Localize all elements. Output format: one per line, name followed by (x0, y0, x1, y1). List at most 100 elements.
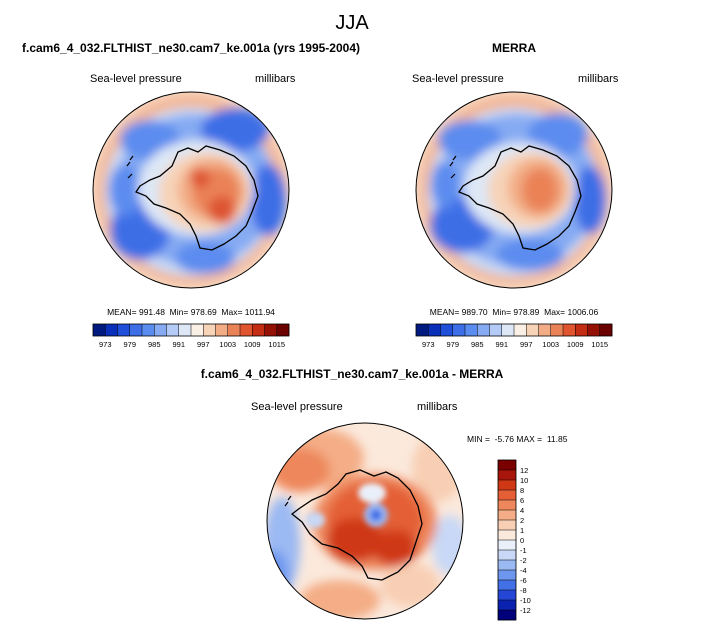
panel-merra-colorbar-swatch (477, 324, 490, 336)
panel-merra-stats: MEAN= 989.70 Min= 978.89 Max= 1006.06 (430, 307, 599, 317)
panel-model-colorbar-tick-label: 997 (197, 340, 210, 349)
panel-model-colorbar: 973 979 985 991 997 1003 1009 1015 (92, 323, 290, 349)
panel-merra-colorbar-swatch (501, 324, 515, 336)
panel-merra-colorbar-swatch (587, 324, 601, 336)
panel-merra-colorbar-swatch (489, 324, 503, 336)
panel-merra-right-label: millibars (578, 73, 619, 85)
panel-model-colorbar-swatch (129, 324, 143, 336)
panel-diff-colorbar-tick-label: 8 (520, 486, 524, 495)
panel-model-map (93, 92, 289, 288)
panel-diff-map-border (266, 422, 464, 620)
panel-merra-colorbar-swatch (514, 324, 527, 336)
panel-merra-colorbar-swatch (465, 324, 478, 336)
panel-model-colorbar-tick-label: 979 (123, 340, 136, 349)
panel-diff-right-label: millibars (417, 401, 458, 413)
panel-diff-colorbar-swatch (498, 600, 516, 611)
panel-merra-colorbar-tick-label: 979 (446, 340, 459, 349)
panel-diff-left-label: Sea-level pressure (251, 401, 343, 413)
panel-model-colorbar-swatch (240, 324, 253, 336)
panel-diff-colorbar-tick-label: 10 (520, 476, 528, 485)
panel-diff-colorbar-swatch (498, 510, 516, 521)
panel-model-colorbar-tick-label: 985 (148, 340, 161, 349)
panel-model-colorbar-swatch (191, 324, 204, 336)
panel-model-left-label: Sea-level pressure (90, 73, 182, 85)
panel-diff-colorbar-swatch (498, 560, 516, 571)
panel-merra-left-label: Sea-level pressure (412, 73, 504, 85)
panel-merra-colorbar-swatch (428, 324, 441, 336)
panel-diff-colorbar-swatch (498, 480, 516, 491)
panel-model-colorbar-swatch (215, 324, 229, 336)
panel-diff-colorbar-swatch (498, 610, 516, 621)
panel-model: f.cam6_4_032.FLTHIST_ne30.cam7_ke.001a (… (22, 41, 360, 349)
panel-merra-map (416, 92, 612, 288)
panel-diff-colorbar-swatch (498, 520, 516, 531)
panel-model-colorbar-swatch (203, 324, 216, 336)
panel-diff-map (267, 423, 463, 619)
panel-diff-colorbar-tick-label: -8 (520, 586, 527, 595)
panel-model-colorbar-swatch (227, 324, 241, 336)
panel-model-colorbar-swatch (154, 324, 167, 336)
panel-model-colorbar-swatch (142, 324, 155, 336)
panel-diff-colorbar-tick-label: 6 (520, 496, 524, 505)
panel-merra-colorbar-swatch (526, 324, 539, 336)
panel-diff-colorbar-swatch (498, 550, 516, 561)
panel-diff-colorbar-tick-label: 1 (520, 526, 524, 535)
panel-model-colorbar-swatch (93, 324, 106, 336)
panel-merra-colorbar-swatch (563, 324, 576, 336)
panel-merra-title: MERRA (492, 41, 536, 55)
panel-merra-colorbar-tick-label: 997 (520, 340, 533, 349)
panel-diff-colorbar-tick-label: -4 (520, 566, 527, 575)
panel-merra-colorbar-swatch (575, 324, 588, 336)
panel-model-colorbar-swatch (166, 324, 180, 336)
panel-diff-colorbar-tick-label: 12 (520, 466, 528, 475)
panel-model-colorbar-swatch (105, 324, 118, 336)
panel-model-colorbar-swatch (178, 324, 192, 336)
panel-model-stats: MEAN= 991.48 Min= 978.69 Max= 1011.94 (107, 307, 275, 317)
panel-diff-colorbar-swatch (498, 470, 516, 481)
panel-diff-colorbar-swatch (498, 460, 516, 471)
panel-merra-colorbar-tick-label: 973 (422, 340, 435, 349)
panel-model-colorbar-tick-label: 1015 (268, 340, 285, 349)
panel-model-colorbar-swatch (276, 324, 290, 336)
panel-merra-colorbar-tick-label: 985 (471, 340, 484, 349)
panel-merra-colorbar-swatch (550, 324, 564, 336)
panel-diff-colorbar-swatch (498, 580, 516, 591)
panel-model-right-label: millibars (255, 73, 296, 85)
panel-model-title: f.cam6_4_032.FLTHIST_ne30.cam7_ke.001a (… (22, 41, 360, 55)
panel-merra-colorbar: 973 979 985 991 997 1003 1009 1015 (415, 323, 613, 349)
panel-merra-colorbar-tick-label: 1003 (542, 340, 559, 349)
panel-merra-colorbar-tick-label: 1015 (591, 340, 608, 349)
panel-merra-colorbar-swatch (452, 324, 466, 336)
panel-diff-title: f.cam6_4_032.FLTHIST_ne30.cam7_ke.001a -… (201, 367, 504, 381)
panel-diff-colorbar-tick-label: 0 (520, 536, 524, 545)
panel-model-colorbar-tick-label: 973 (99, 340, 112, 349)
panel-model-colorbar-swatch (252, 324, 265, 336)
panel-diff-colorbar-swatch (498, 570, 516, 581)
panel-model-map-border (92, 91, 290, 289)
panel-diff-colorbar-swatch (498, 500, 516, 511)
panel-merra-colorbar-tick-label: 1009 (567, 340, 584, 349)
panel-model-colorbar-tick-label: 1003 (219, 340, 236, 349)
panel-diff-colorbar-tick-label: -2 (520, 556, 527, 565)
panel-model-colorbar-swatch (264, 324, 278, 336)
panel-diff-colorbar-tick-label: 2 (520, 516, 524, 525)
panel-model-colorbar-tick-label: 1009 (244, 340, 261, 349)
panel-diff-colorbar-tick-label: 4 (520, 506, 524, 515)
panel-merra: MERRA Sea-level pressure millibars (412, 41, 619, 349)
panel-diff-colorbar-tick-label: -12 (520, 606, 531, 615)
panel-diff-colorbar-tick-label: -1 (520, 546, 527, 555)
panel-merra-colorbar-tick-label: 991 (495, 340, 508, 349)
panel-merra-colorbar-swatch (416, 324, 429, 336)
panel-model-colorbar-swatch (117, 324, 131, 336)
panel-diff-colorbar-swatch (498, 540, 516, 551)
panel-merra-colorbar-swatch (440, 324, 454, 336)
panel-diff-stats: MIN = -5.76 MAX = 11.85 (467, 434, 568, 444)
panel-diff: f.cam6_4_032.FLTHIST_ne30.cam7_ke.001a -… (201, 367, 568, 621)
figure-title: JJA (335, 12, 369, 34)
panel-merra-colorbar-swatch (599, 324, 613, 336)
panel-model-colorbar-tick-label: 991 (172, 340, 185, 349)
panel-diff-colorbar-tick-label: -6 (520, 576, 527, 585)
panel-diff-colorbar-swatch (498, 590, 516, 601)
